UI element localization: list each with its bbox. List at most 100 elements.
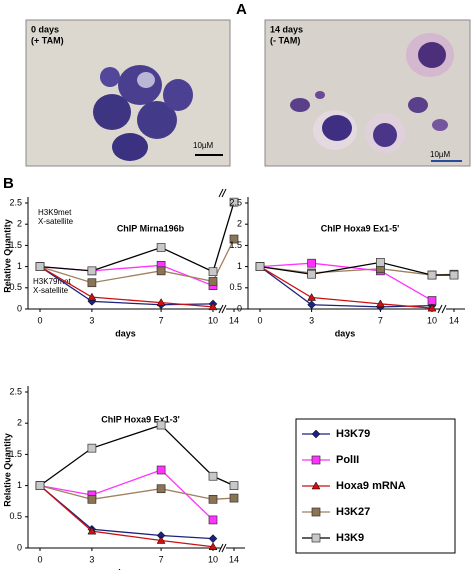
marker xyxy=(208,515,218,525)
legend-label: H3K9 xyxy=(336,532,364,544)
marker xyxy=(156,420,166,430)
micrograph-left xyxy=(25,19,231,167)
y-tick-label: 2 xyxy=(17,418,22,428)
marker xyxy=(87,278,97,288)
x-tick-label: 0 xyxy=(257,315,262,325)
axis-break xyxy=(437,304,443,314)
y-tick-label: 1.5 xyxy=(9,240,22,250)
x-tick-label: 0 xyxy=(37,554,42,564)
marker xyxy=(87,526,97,535)
marker xyxy=(156,465,166,475)
y-tick-label: 0 xyxy=(17,303,22,313)
chart-title: ChIP Hoxa9 Ex1-5' xyxy=(321,223,400,233)
y-tick-label: 0 xyxy=(17,542,22,552)
axis-break xyxy=(221,304,227,314)
marker xyxy=(35,262,45,271)
marker xyxy=(156,243,166,252)
x-axis-label: days xyxy=(115,328,136,338)
marker xyxy=(376,258,385,267)
marker xyxy=(156,266,166,276)
series-line xyxy=(39,238,235,284)
series-line xyxy=(39,424,235,487)
marker xyxy=(87,443,97,453)
marker xyxy=(156,298,166,306)
marker xyxy=(208,471,218,481)
x-axis-label: days xyxy=(335,328,356,338)
axis-break xyxy=(221,188,227,198)
annotation: H3K9met xyxy=(38,208,72,217)
y-tick-label: 1.5 xyxy=(229,240,242,250)
marker xyxy=(229,493,239,503)
x-tick-label: 0 xyxy=(37,315,42,325)
x-tick-label: 14 xyxy=(229,315,239,325)
marker xyxy=(311,455,321,465)
panel-label: A xyxy=(236,1,247,18)
marker xyxy=(156,484,166,494)
x-tick-label: 7 xyxy=(378,315,383,325)
marker xyxy=(311,507,321,517)
marker xyxy=(311,533,321,543)
marker xyxy=(229,481,239,490)
marker xyxy=(229,197,239,207)
axis-break xyxy=(441,304,447,314)
marker xyxy=(208,277,218,286)
marker xyxy=(87,494,97,504)
marker xyxy=(307,269,316,279)
series-line xyxy=(39,485,214,548)
image-label: (- TAM) xyxy=(270,35,300,45)
axis-break xyxy=(218,543,224,553)
series-line xyxy=(259,262,433,302)
marker xyxy=(208,542,218,551)
marker xyxy=(156,536,166,544)
legend-label: H3K27 xyxy=(336,506,370,518)
marker xyxy=(208,267,218,277)
axis-break xyxy=(221,543,227,553)
marker xyxy=(307,258,316,268)
marker xyxy=(208,494,218,504)
x-tick-label: 10 xyxy=(208,554,218,564)
y-tick-label: 2 xyxy=(237,219,242,229)
legend-label: PolII xyxy=(336,454,359,466)
series-line xyxy=(39,266,214,308)
y-axis-label: Relative Quantity xyxy=(2,219,12,293)
marker xyxy=(255,262,265,271)
panel-label: B xyxy=(3,175,14,192)
x-tick-label: 7 xyxy=(159,554,164,564)
annotation: X-satellite xyxy=(33,286,69,295)
axis-break xyxy=(218,304,224,314)
annotation: H3K79met xyxy=(33,277,72,286)
y-tick-label: 1.5 xyxy=(9,449,22,459)
y-tick-label: 0.5 xyxy=(9,511,22,521)
annotation: X-satellite xyxy=(38,217,74,226)
legend-label: H3K79 xyxy=(336,428,370,440)
marker xyxy=(35,481,45,490)
y-tick-label: 1 xyxy=(17,261,22,271)
marker xyxy=(87,266,97,276)
legend-label: Hoxa9 mRNA xyxy=(336,480,406,492)
x-tick-label: 3 xyxy=(309,315,314,325)
y-tick-label: 1 xyxy=(17,480,22,490)
series-line xyxy=(39,485,214,540)
y-tick-label: 0.5 xyxy=(229,282,242,292)
x-tick-label: 7 xyxy=(159,315,164,325)
y-tick-label: 2 xyxy=(17,219,22,229)
marker xyxy=(87,292,97,301)
marker xyxy=(208,302,218,311)
x-tick-label: 3 xyxy=(89,554,94,564)
marker xyxy=(311,481,321,490)
marker xyxy=(427,296,437,305)
y-tick-label: 2.5 xyxy=(9,197,22,207)
marker xyxy=(449,270,459,280)
x-tick-label: 14 xyxy=(449,315,459,325)
axis-break xyxy=(218,188,224,198)
y-tick-label: 0 xyxy=(237,303,242,313)
x-tick-label: 3 xyxy=(89,315,94,325)
marker xyxy=(307,293,317,301)
marker xyxy=(311,429,321,439)
scale-label: 10µM xyxy=(430,150,451,159)
marker xyxy=(208,534,218,543)
marker xyxy=(375,299,385,308)
x-tick-label: 10 xyxy=(427,315,437,325)
series-line xyxy=(39,484,235,500)
